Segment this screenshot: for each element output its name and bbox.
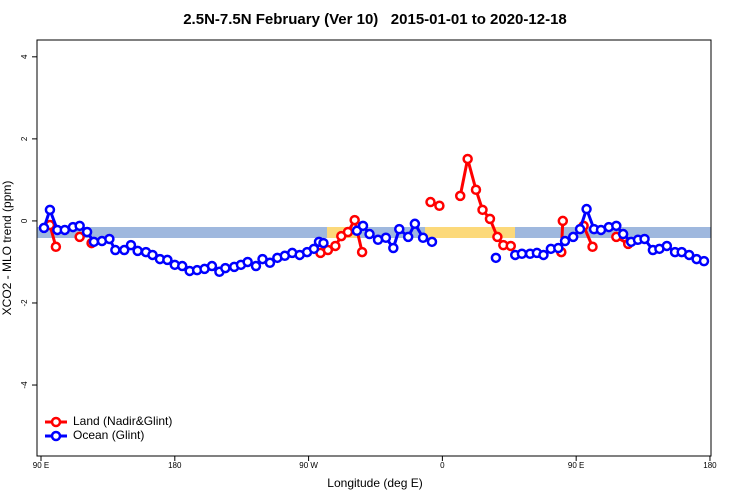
y-tick-label: 2 [20,136,29,141]
data-point [434,200,445,211]
data-point [454,190,466,202]
data-point [132,245,143,257]
data-point [357,220,369,232]
data-point [88,236,100,248]
legend-label: Ocean (Glint) [73,428,144,442]
data-point [74,231,85,243]
legend-marker [50,416,62,428]
data-point [364,228,375,240]
data-point [402,231,414,243]
data-point [639,233,650,245]
data-point [567,231,579,243]
data-point [176,260,188,272]
data-point [264,257,276,269]
data-point [426,236,438,248]
data-point [538,249,549,261]
x-tick-label: 0 [440,461,445,470]
data-point [484,213,496,225]
chart-title: 2.5N-7.5N February (Ver 10) 2015-01-01 t… [183,11,567,28]
legend-label: Land (Nadir&Glint) [73,414,172,428]
x-tick-label: 90 E [33,461,49,470]
data-point [74,220,85,232]
data-point [104,233,115,245]
data-point [683,249,695,261]
data-point [470,184,482,195]
x-tick-label: 180 [703,461,717,470]
data-point [342,226,354,238]
data-point [505,240,517,252]
data-point [250,260,262,272]
y-tick-label: -2 [20,299,29,307]
data-point [162,254,173,266]
marks [38,153,710,278]
data-point [661,240,673,252]
data-point [394,223,405,235]
data-point [119,244,130,256]
data-point [356,246,368,258]
data-point [38,222,50,234]
data-point [50,241,62,253]
data-point [380,232,392,243]
data-point [574,223,586,235]
y-tick-label: 0 [20,218,29,223]
land-band [425,227,515,238]
data-point [490,252,502,264]
data-point [220,262,231,274]
data-point [388,242,399,254]
data-point [417,232,429,243]
data-point [492,231,503,243]
x-tick-label: 180 [168,461,182,470]
x-axis-label: Longitude (deg E) [327,476,422,490]
plot-frame [36,39,712,457]
data-point [110,244,121,256]
data-point [318,237,329,249]
y-axis-label: XCO2 - MLO trend (ppm) [0,181,14,316]
legend-marker [50,430,62,442]
data-point [242,256,253,268]
data-point [206,260,218,272]
x-tick-label: 90 E [568,461,584,470]
data-point [349,214,360,226]
data-point [559,235,571,247]
data-point [516,248,528,259]
data-point [81,226,93,238]
data-point [611,220,622,232]
data-point [59,224,71,236]
data-point [125,239,137,251]
y-tick-label: -4 [20,381,29,389]
legend: Land (Nadir&Glint)Ocean (Glint) [45,414,172,442]
data-point [698,255,710,267]
data-point [557,215,569,227]
x-tick-label: 90 W [299,461,318,470]
data-point [147,249,158,261]
data-point [409,218,421,230]
data-point [462,153,473,165]
data-point [322,244,334,256]
data-point [617,228,629,240]
data-point [581,203,592,215]
data-point [308,243,320,255]
data-point [477,204,488,216]
data-point [587,241,598,253]
data-point [44,204,56,216]
data-point [330,240,341,252]
data-point [553,242,564,254]
data-point [425,196,436,208]
y-tick-label: 4 [20,54,29,59]
